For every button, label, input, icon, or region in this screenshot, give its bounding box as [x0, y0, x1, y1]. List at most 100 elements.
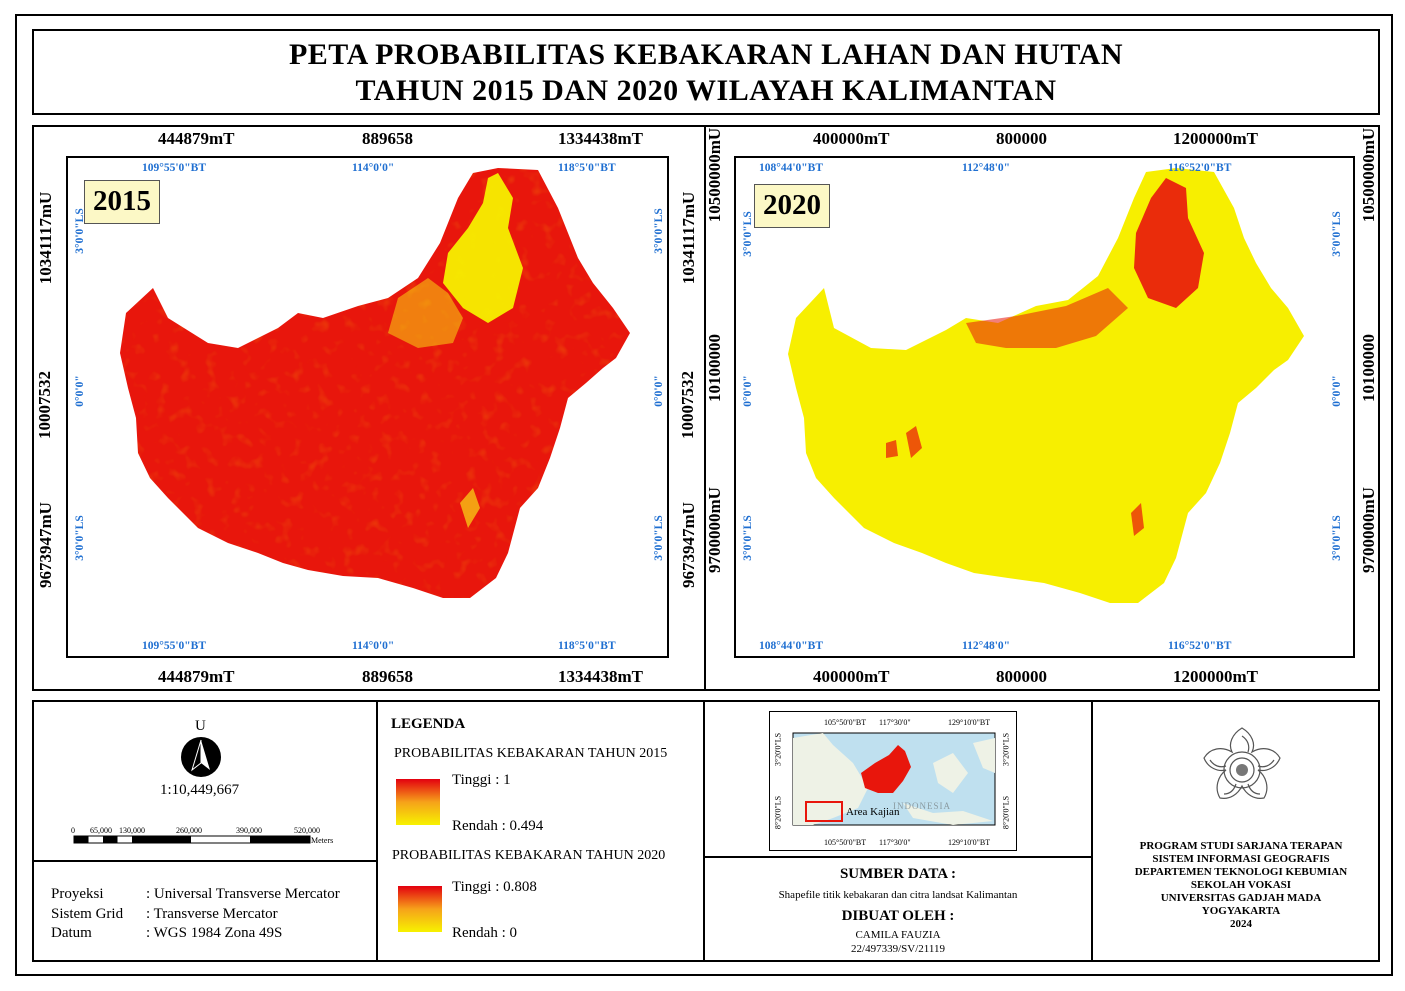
scalebar — [73, 835, 311, 844]
x-coord-top: 800000 — [996, 129, 1047, 148]
projection-label: Proyeksi — [51, 886, 104, 902]
lon-label-top: 114°0'0" — [352, 162, 395, 174]
legend-2020-high: Tinggi : 0.808 — [452, 879, 537, 895]
lon-label-bottom: 114°0'0" — [352, 640, 395, 652]
x-coord-top: 1334438mT — [558, 129, 643, 148]
north-arrow-icon — [181, 737, 221, 777]
lat-label-right: 3°0'0"LS — [1331, 211, 1343, 257]
scalebar-tick: 260,000 — [176, 826, 202, 835]
lon-label-top: 112°48'0" — [962, 162, 1011, 174]
inset-lon-bottom: 117°30'0" — [879, 838, 911, 847]
title-line-2: TAHUN 2015 DAN 2020 WILAYAH KALIMANTAN — [355, 74, 1057, 107]
map-2020-raster — [788, 168, 1304, 603]
lon-label-bottom: 108°44'0"BT — [759, 640, 824, 652]
x-coord-bottom: 444879mT — [158, 667, 235, 686]
bottom-panel — [32, 700, 1380, 962]
lat-label-right: 3°0'0"LS — [1331, 515, 1343, 561]
projection-label: Sistem Grid — [51, 906, 124, 922]
y-coord-left: 10100000 — [705, 334, 724, 402]
lat-label-right: 3°0'0"LS — [653, 208, 665, 254]
y-coord-left: 10341117mU — [36, 191, 55, 285]
central-red-band — [966, 288, 1128, 348]
x-coord-bottom: 800000 — [996, 667, 1047, 686]
legend-2020-gradient — [398, 886, 442, 932]
legend-2015-low: Rendah : 0.494 — [452, 818, 544, 834]
inset-kalimantan — [861, 745, 911, 793]
x-coord-top: 1200000mT — [1173, 129, 1258, 148]
institution-line: PROGRAM STUDI SARJANA TERAPAN — [1139, 840, 1343, 852]
scalebar-tick: 65,000 — [90, 826, 112, 835]
y-coord-right: 9700000mU — [1359, 487, 1378, 573]
source-heading: SUMBER DATA : — [839, 866, 957, 882]
author-id: 22/497339/SV/21119 — [851, 943, 945, 955]
lat-label-left: 3°0'0"LS — [742, 515, 754, 561]
lon-label-top: 116°52'0"BT — [1168, 162, 1232, 174]
y-coord-left: 10007532 — [35, 371, 54, 439]
lat-label-right: 0°0'0" — [1331, 375, 1343, 407]
institution-line: DEPARTEMEN TEKNOLOGI KEBUMIAN — [1134, 866, 1348, 878]
legend-2020-title: PROBABILITAS KEBAKARAN TAHUN 2020 — [392, 848, 666, 863]
lat-label-left: 3°0'0"LS — [742, 211, 754, 257]
lat-label-left: 3°0'0"LS — [74, 515, 86, 561]
divider-mid-h — [703, 856, 1093, 858]
divider-2 — [703, 700, 705, 962]
y-coord-right: 9673947mU — [679, 502, 698, 588]
inset-area-box — [805, 801, 843, 822]
divider-left-h — [32, 860, 378, 862]
source-text: Shapefile titik kebakaran dan citra land… — [778, 889, 1018, 901]
university-logo-icon — [1203, 727, 1281, 799]
institution-line: SEKOLAH VOKASI — [1190, 879, 1292, 891]
lon-label-top: 109°55'0"BT — [142, 162, 207, 174]
year-label-2020: 2020 — [754, 184, 830, 228]
inset-country: INDONESIA — [893, 801, 951, 811]
projection-value: : WGS 1984 Zona 49S — [146, 925, 283, 941]
scalebar-tick: 520,000 — [294, 826, 320, 835]
inset-lat-left: 8°20'0"LS — [773, 795, 783, 830]
x-coord-top: 400000mT — [813, 129, 890, 148]
kalimantan-2020-shape — [788, 168, 1304, 603]
inset-area-label: Area Kajian — [846, 806, 900, 818]
x-coord-bottom: 1200000mT — [1173, 667, 1258, 686]
west-red-spots — [886, 426, 922, 458]
y-coord-left: 10500000mU — [705, 127, 724, 223]
inset-map — [792, 732, 996, 826]
author-heading: DIBUAT OLEH : — [841, 908, 955, 924]
x-coord-top: 444879mT — [158, 129, 235, 148]
institution-line: YOGYAKARTA — [1201, 905, 1281, 917]
inset-lon-bottom: 105°50'0"BT — [824, 838, 867, 847]
scalebar-tick: 0 — [71, 826, 75, 835]
map-scale-text: 1:10,449,667 — [160, 782, 240, 798]
lat-label-right: 3°0'0"LS — [653, 515, 665, 561]
y-coord-right: 10007532 — [678, 371, 697, 439]
projection-label: Datum — [51, 925, 92, 941]
scalebar-tick: 390,000 — [236, 826, 262, 835]
outer-frame — [15, 14, 1393, 976]
inset-lon-top: 105°50'0"BT — [824, 718, 867, 727]
north-red-region — [1134, 178, 1204, 308]
scalebar-tick: 130,000 — [119, 826, 145, 835]
lat-label-left: 0°0'0" — [74, 375, 86, 407]
x-coord-bottom: 889658 — [362, 667, 413, 686]
projection-value: : Transverse Mercator — [146, 906, 278, 922]
x-coord-bottom: 400000mT — [813, 667, 890, 686]
maps-panel — [32, 125, 1380, 691]
y-coord-right: 10100000 — [1359, 334, 1378, 402]
inset-lat-right: 8°20'0"LS — [1001, 795, 1011, 830]
lon-label-top: 118°5'0"BT — [558, 162, 616, 174]
map-2020-frame — [734, 156, 1355, 658]
north-letter: U — [195, 718, 206, 734]
y-coord-right: 10500000mU — [1359, 127, 1378, 223]
lon-label-bottom: 112°48'0" — [962, 640, 1011, 652]
title-line-1: PETA PROBABILITAS KEBAKARAN LAHAN DAN HU… — [288, 38, 1124, 71]
institution-line: SISTEM INFORMASI GEOGRAFIS — [1152, 853, 1330, 865]
lon-label-bottom: 109°55'0"BT — [142, 640, 207, 652]
x-coord-bottom: 1334438mT — [558, 667, 643, 686]
divider-1 — [376, 700, 378, 962]
lon-label-top: 108°44'0"BT — [759, 162, 824, 174]
south-red-spot — [1131, 503, 1144, 536]
lon-label-bottom: 116°52'0"BT — [1168, 640, 1232, 652]
year-label-2015: 2015 — [84, 180, 160, 224]
y-coord-left: 9673947mU — [36, 502, 55, 588]
y-coord-right: 10341117mU — [679, 191, 698, 285]
legend-2015-title: PROBABILITAS KEBAKARAN TAHUN 2015 — [394, 746, 668, 761]
